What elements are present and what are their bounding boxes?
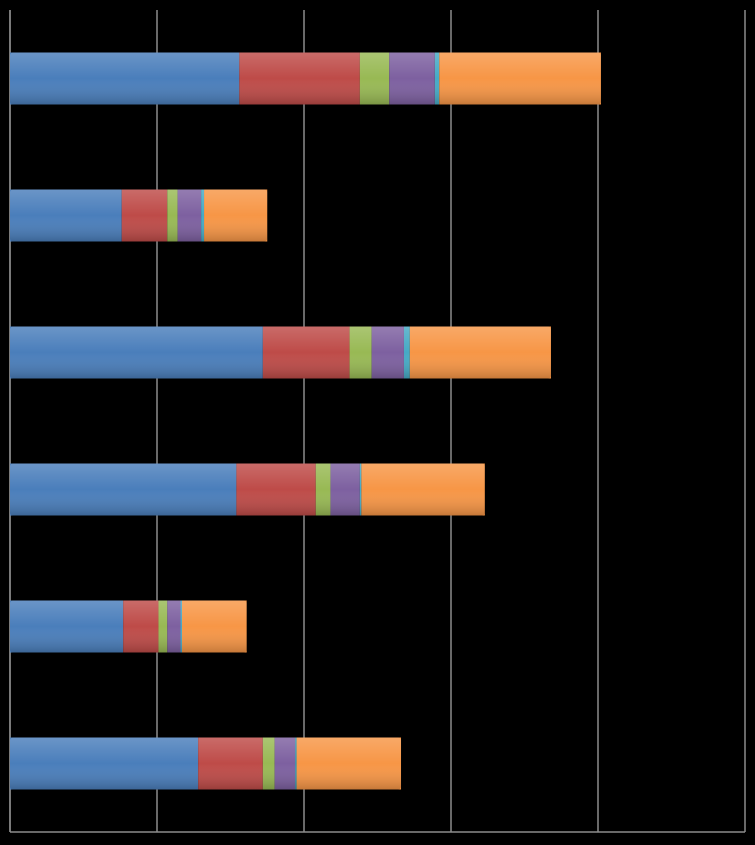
bar-segment xyxy=(330,463,360,516)
bar-segment xyxy=(181,600,247,653)
bar-segment xyxy=(361,463,485,516)
bar-segment xyxy=(167,189,178,242)
bar-segment xyxy=(177,189,202,242)
bar-segment xyxy=(204,189,268,242)
bar-segment xyxy=(349,326,372,379)
bar-segment xyxy=(295,737,297,790)
bar-segment xyxy=(10,737,199,790)
bar-segment xyxy=(262,326,350,379)
bar-segment xyxy=(359,52,390,105)
bar-segment xyxy=(439,52,601,105)
bar-segment xyxy=(10,463,237,516)
bar-segment xyxy=(239,52,360,105)
bar-segment xyxy=(180,600,182,653)
bar-segment xyxy=(409,326,551,379)
bar-segment xyxy=(158,600,168,653)
bar-segment xyxy=(403,326,410,379)
bar-segment xyxy=(10,189,122,242)
bar-segment xyxy=(10,600,124,653)
bar-segment xyxy=(123,600,159,653)
bar-segment xyxy=(10,326,263,379)
bar-segment xyxy=(236,463,316,516)
bar-segment xyxy=(262,737,275,790)
bar-segment xyxy=(296,737,402,790)
bar-segment xyxy=(371,326,404,379)
bar-segment xyxy=(167,600,181,653)
bar-segment xyxy=(315,463,331,516)
bar-segment xyxy=(121,189,168,242)
bar-segment xyxy=(434,52,440,105)
bar-segment xyxy=(201,189,205,242)
bar-segment xyxy=(389,52,435,105)
bar-segment xyxy=(10,52,240,105)
bar-segment xyxy=(359,463,362,516)
bar-segment xyxy=(274,737,296,790)
bar-segment xyxy=(198,737,263,790)
